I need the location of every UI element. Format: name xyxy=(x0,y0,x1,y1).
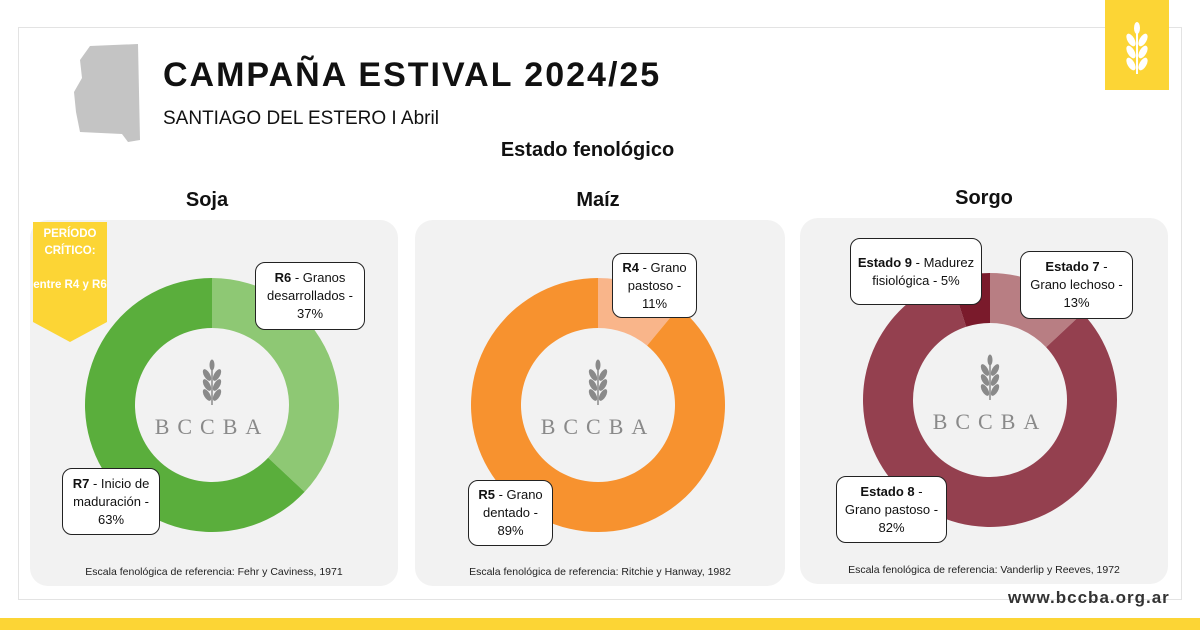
source-note: Escala fenológica de referencia: Ritchie… xyxy=(469,566,731,578)
label-code: Estado 8 xyxy=(860,483,915,499)
label-text: Estado 9 - Madurez fisiológica - 5% xyxy=(857,254,975,290)
critical-period: PERÍODO CRÍTICO: entre R4 y R6 xyxy=(33,222,107,322)
label-description: - Granos desarrollados - xyxy=(267,270,353,303)
label-code: R4 xyxy=(622,259,639,275)
value-label: 13% xyxy=(1063,295,1090,310)
frame xyxy=(18,27,1182,600)
label-code: R5 xyxy=(478,487,495,502)
logo xyxy=(1105,0,1169,90)
segment-label: R7 - Inicio de maduración - 63% xyxy=(62,468,160,535)
label-code: Estado 7 xyxy=(1045,259,1100,274)
label-description: - Grano pastoso - xyxy=(844,483,939,517)
watermark: BCCBA xyxy=(155,414,270,439)
label-code: R7 xyxy=(72,475,90,491)
watermark-icon xyxy=(588,359,608,405)
grain xyxy=(202,369,212,381)
segment-label: R6 - Granos desarrollados - 37% xyxy=(255,262,365,330)
watermark-icon xyxy=(980,354,1000,400)
grain xyxy=(980,374,990,386)
value-label: 89% xyxy=(497,523,524,538)
subtitle: SANTIAGO DEL ESTERO I Abril xyxy=(163,108,439,129)
critical-tip xyxy=(33,322,107,342)
label-description: - Grano dentado - xyxy=(483,487,543,520)
chart-title: Maíz xyxy=(576,189,620,211)
label-text: Estado 8 - Grano pastoso - 82% xyxy=(843,483,940,537)
grain xyxy=(212,379,222,391)
grain xyxy=(209,359,215,371)
grain xyxy=(598,389,608,401)
grain xyxy=(987,354,993,366)
label-text: R7 - Inicio de maduración - 63% xyxy=(69,475,153,529)
segment-label: Estado 8 - Grano pastoso - 82% xyxy=(836,476,947,543)
donut-segment xyxy=(470,278,725,532)
chart-title: Sorgo xyxy=(955,187,1013,209)
grain xyxy=(588,389,598,401)
grain xyxy=(588,369,598,381)
value-label: 82% xyxy=(878,519,905,535)
grain xyxy=(588,379,598,391)
label-code: Estado 9 xyxy=(857,254,913,270)
critical-title: PERÍODO CRÍTICO: xyxy=(43,228,97,257)
label-description: - Inicio de maduración - xyxy=(73,475,150,509)
label-text: Estado 7 - Grano lechoso - 13% xyxy=(1027,258,1126,312)
segment-label: Estado 7 - Grano lechoso - 13% xyxy=(1020,251,1133,319)
bottom-strip xyxy=(0,618,1200,630)
label-description: - Grano pastoso - xyxy=(627,259,687,293)
source-note: Escala fenológica de referencia: Fehr y … xyxy=(85,566,343,578)
segment-label: Estado 9 - Madurez fisiológica - 5% xyxy=(850,238,982,305)
grain xyxy=(990,364,1000,376)
label-code: R6 xyxy=(274,270,292,285)
value-label: 5% xyxy=(940,272,960,288)
grain xyxy=(598,369,608,381)
province-map xyxy=(74,44,140,142)
logo-icon xyxy=(1126,22,1148,74)
grain xyxy=(595,359,601,371)
value-label: 63% xyxy=(97,511,125,527)
grain xyxy=(980,364,990,376)
watermark: BCCBA xyxy=(541,414,656,439)
grain xyxy=(212,389,222,401)
chart-title: Soja xyxy=(185,189,229,211)
source-note: Escala fenológica de referencia: Vanderl… xyxy=(848,564,1120,576)
watermark: BCCBA xyxy=(933,409,1048,434)
segment-label: R5 - Grano dentado - 89% xyxy=(468,480,553,546)
critical-text: entre R4 y R6 xyxy=(33,279,107,291)
grain xyxy=(202,389,212,401)
grain xyxy=(990,374,1000,386)
grain xyxy=(212,369,222,381)
grain xyxy=(598,379,608,391)
title: CAMPAÑA ESTIVAL 2024/25 xyxy=(163,56,662,94)
label-description: - Madurez fisiológica - xyxy=(872,254,975,288)
segment-label: R4 - Grano pastoso - 11% xyxy=(612,253,697,318)
value-label: 37% xyxy=(296,306,324,321)
label-description: - Grano lechoso - xyxy=(1030,259,1123,292)
donut-segment xyxy=(212,278,339,492)
value-label: 11% xyxy=(641,295,668,311)
section-title: Estado fenológico xyxy=(500,139,675,161)
label-text: R6 - Granos desarrollados - 37% xyxy=(262,269,358,323)
watermark-icon xyxy=(202,359,222,405)
label-text: R5 - Grano dentado - 89% xyxy=(475,486,546,540)
grain xyxy=(980,384,990,396)
grain xyxy=(990,384,1000,396)
grain xyxy=(202,379,212,391)
donut-segment xyxy=(862,279,1117,527)
website: www.bccba.org.ar xyxy=(1008,588,1170,607)
label-text: R4 - Grano pastoso - 11% xyxy=(619,259,690,313)
